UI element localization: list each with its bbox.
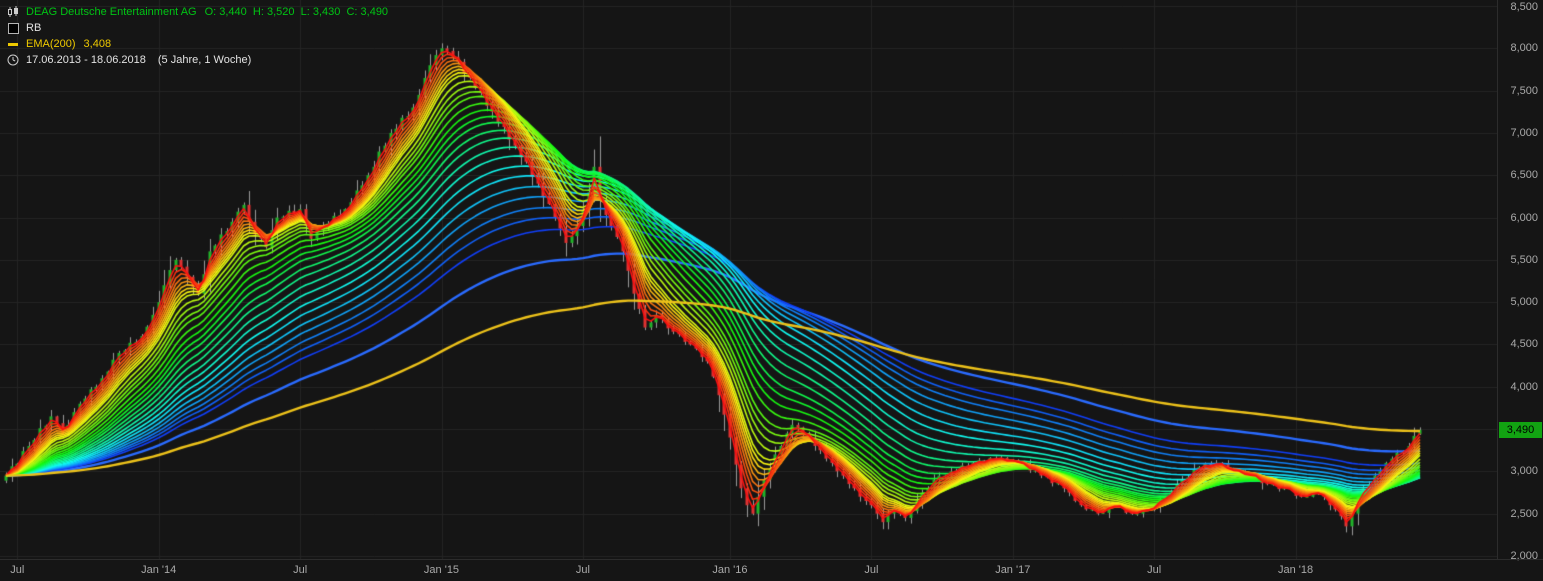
time-axis-label: Jul xyxy=(1147,564,1162,576)
legend-symbol-row[interactable]: DEAG Deutsche Entertainment AG O: 3,440 … xyxy=(6,4,388,20)
price-axis-label: 3,000 xyxy=(1510,465,1538,478)
time-axis-label: Jan '17 xyxy=(995,564,1031,576)
price-axis-label: 4,000 xyxy=(1510,380,1538,393)
time-axis-label: Jul xyxy=(10,564,25,576)
current-price-tag: 3,490 xyxy=(1499,421,1542,438)
period-range: 17.06.2013 - 18.06.2018 xyxy=(26,54,146,66)
price-axis-label: 7,000 xyxy=(1510,126,1538,139)
time-axis-label: Jul xyxy=(575,564,590,576)
time-axis-label: Jan '15 xyxy=(423,564,460,576)
rainbow-indicator-label: RB xyxy=(26,22,42,34)
price-axis-label: 6,000 xyxy=(1510,211,1538,224)
price-axis-label: 5,000 xyxy=(1510,296,1538,309)
time-axis-label: Jul xyxy=(864,564,879,576)
time-axis-label: Jul xyxy=(293,564,308,576)
legend-rainbow-row[interactable]: RB xyxy=(6,20,388,36)
legend-period-row[interactable]: 17.06.2013 - 18.06.2018 (5 Jahre, 1 Woch… xyxy=(6,52,388,68)
rainbow-swatch-icon xyxy=(6,22,20,34)
time-axis-label: Jan '14 xyxy=(141,564,177,576)
price-axis-label: 5,500 xyxy=(1510,253,1538,266)
legend: DEAG Deutsche Entertainment AG O: 3,440 … xyxy=(6,4,388,68)
time-axis[interactable]: Jul Jan '14 Jul Jan '15 Jul Jan '16 Jul Jan '17… xyxy=(0,559,1543,581)
ohlc-values: O: 3,440 H: 3,520 L: 3,430 C: 3,490 xyxy=(204,6,389,18)
price-axis-label: 8,000 xyxy=(1510,42,1538,55)
clock-icon xyxy=(6,54,20,66)
price-axis-label: 8,500 xyxy=(1510,1,1538,13)
legend-ema-row[interactable]: EMA(200) 3,408 xyxy=(6,36,388,52)
price-axis-label: 2,500 xyxy=(1510,507,1538,520)
price-axis-label: 7,500 xyxy=(1510,84,1538,97)
time-axis-label: Jan '16 xyxy=(712,564,748,576)
symbol-title: DEAG Deutsche Entertainment AG xyxy=(26,6,197,18)
price-axis-label: 6,500 xyxy=(1510,169,1538,182)
ema-label: EMA(200) xyxy=(26,38,76,50)
price-axis-label: 4,500 xyxy=(1510,338,1538,351)
time-axis-label: Jan '18 xyxy=(1277,564,1314,576)
ema-value: 3,408 xyxy=(83,38,112,50)
price-axis[interactable]: 3,490 8,500 8,000 7,500 7,000 6,500 6,000 5,50… xyxy=(1497,0,1543,562)
candlestick-icon xyxy=(6,6,20,18)
period-detail: (5 Jahre, 1 Woche) xyxy=(157,54,252,66)
price-chart-canvas[interactable] xyxy=(0,0,1497,559)
ema-swatch-icon xyxy=(6,42,20,46)
